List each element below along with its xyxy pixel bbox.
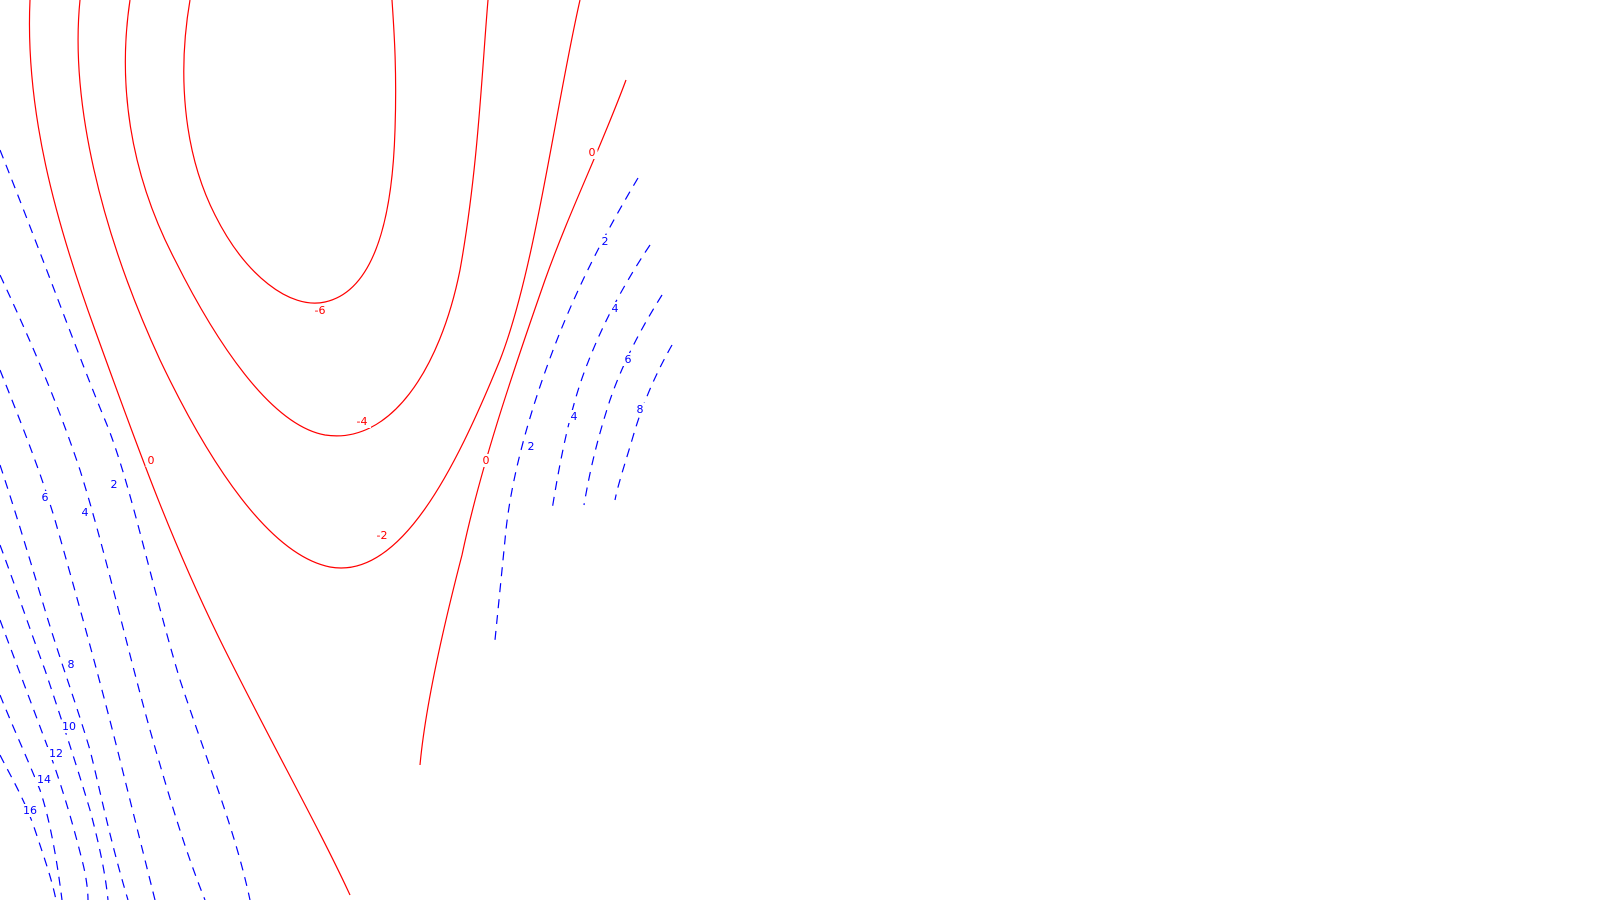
contour-line-level-0 bbox=[419, 79, 627, 766]
contour-line-level-2 bbox=[0, 149, 251, 900]
contour-label: 8 bbox=[637, 403, 644, 416]
contour-label-background bbox=[79, 506, 91, 519]
contour-label-background bbox=[39, 491, 51, 504]
contour-label: 6 bbox=[625, 353, 632, 366]
contour-lines bbox=[0, 0, 673, 900]
contour-line-level--2 bbox=[77, 0, 581, 569]
contour-label: 2 bbox=[602, 235, 609, 248]
contour-label: 16 bbox=[23, 804, 37, 817]
contour-line-level--6 bbox=[183, 0, 397, 304]
contour-line-level-14 bbox=[0, 694, 63, 900]
contour-label-background bbox=[599, 235, 611, 248]
contour-label-background bbox=[145, 454, 157, 467]
contour-label: 2 bbox=[528, 440, 535, 453]
contour-label: 8 bbox=[68, 658, 75, 671]
contour-label: -2 bbox=[377, 529, 388, 542]
contour-line-level-8 bbox=[614, 344, 673, 501]
contour-label-background bbox=[108, 478, 120, 491]
contour-label-background bbox=[622, 353, 634, 366]
contour-label: 6 bbox=[42, 491, 49, 504]
contour-line-level-16 bbox=[0, 754, 57, 900]
contour-line-level-12 bbox=[0, 619, 89, 900]
contour-line-level--4 bbox=[124, 0, 489, 437]
contour-label-background bbox=[586, 146, 598, 159]
contour-label: 0 bbox=[483, 454, 490, 467]
contour-label: -6 bbox=[315, 304, 326, 317]
contour-label-background bbox=[47, 747, 65, 760]
contour-label: 0 bbox=[589, 146, 596, 159]
contour-label: 14 bbox=[37, 773, 51, 786]
contour-labels: -6 -4 -2 0 0 0 2 4 6 8 4 2 2 4 6 8 10 12 14 16 bbox=[21, 146, 646, 817]
contour-label-background bbox=[373, 529, 391, 542]
contour-line-level-2 bbox=[494, 177, 639, 641]
contour-line-level-6 bbox=[0, 369, 156, 900]
contour-label: 12 bbox=[49, 747, 63, 760]
contour-label-background bbox=[480, 454, 492, 467]
contour-label: -4 bbox=[357, 415, 368, 428]
contour-label-background bbox=[21, 804, 39, 817]
contour-label-background bbox=[65, 658, 77, 671]
contour-line-level-4 bbox=[551, 244, 651, 511]
contour-line-level-0 bbox=[28, 0, 351, 896]
contour-line-level-8 bbox=[0, 464, 129, 900]
contour-line-level-6 bbox=[583, 294, 663, 506]
contour-label-background bbox=[634, 403, 646, 416]
contour-label-background bbox=[525, 440, 537, 453]
contour-label-background bbox=[568, 410, 580, 423]
contour-label-background bbox=[60, 720, 78, 733]
contour-label: 2 bbox=[111, 478, 118, 491]
contour-label-background bbox=[311, 304, 329, 317]
contour-label: 4 bbox=[571, 410, 578, 423]
contour-label-background bbox=[609, 302, 621, 315]
contour-label: 4 bbox=[612, 302, 619, 315]
contour-label-background bbox=[353, 415, 371, 428]
contour-label: 10 bbox=[62, 720, 76, 733]
contour-label: 4 bbox=[82, 506, 89, 519]
contour-label-background bbox=[35, 773, 53, 786]
contour-label: 0 bbox=[148, 454, 155, 467]
contour-line-level-4 bbox=[0, 274, 206, 900]
